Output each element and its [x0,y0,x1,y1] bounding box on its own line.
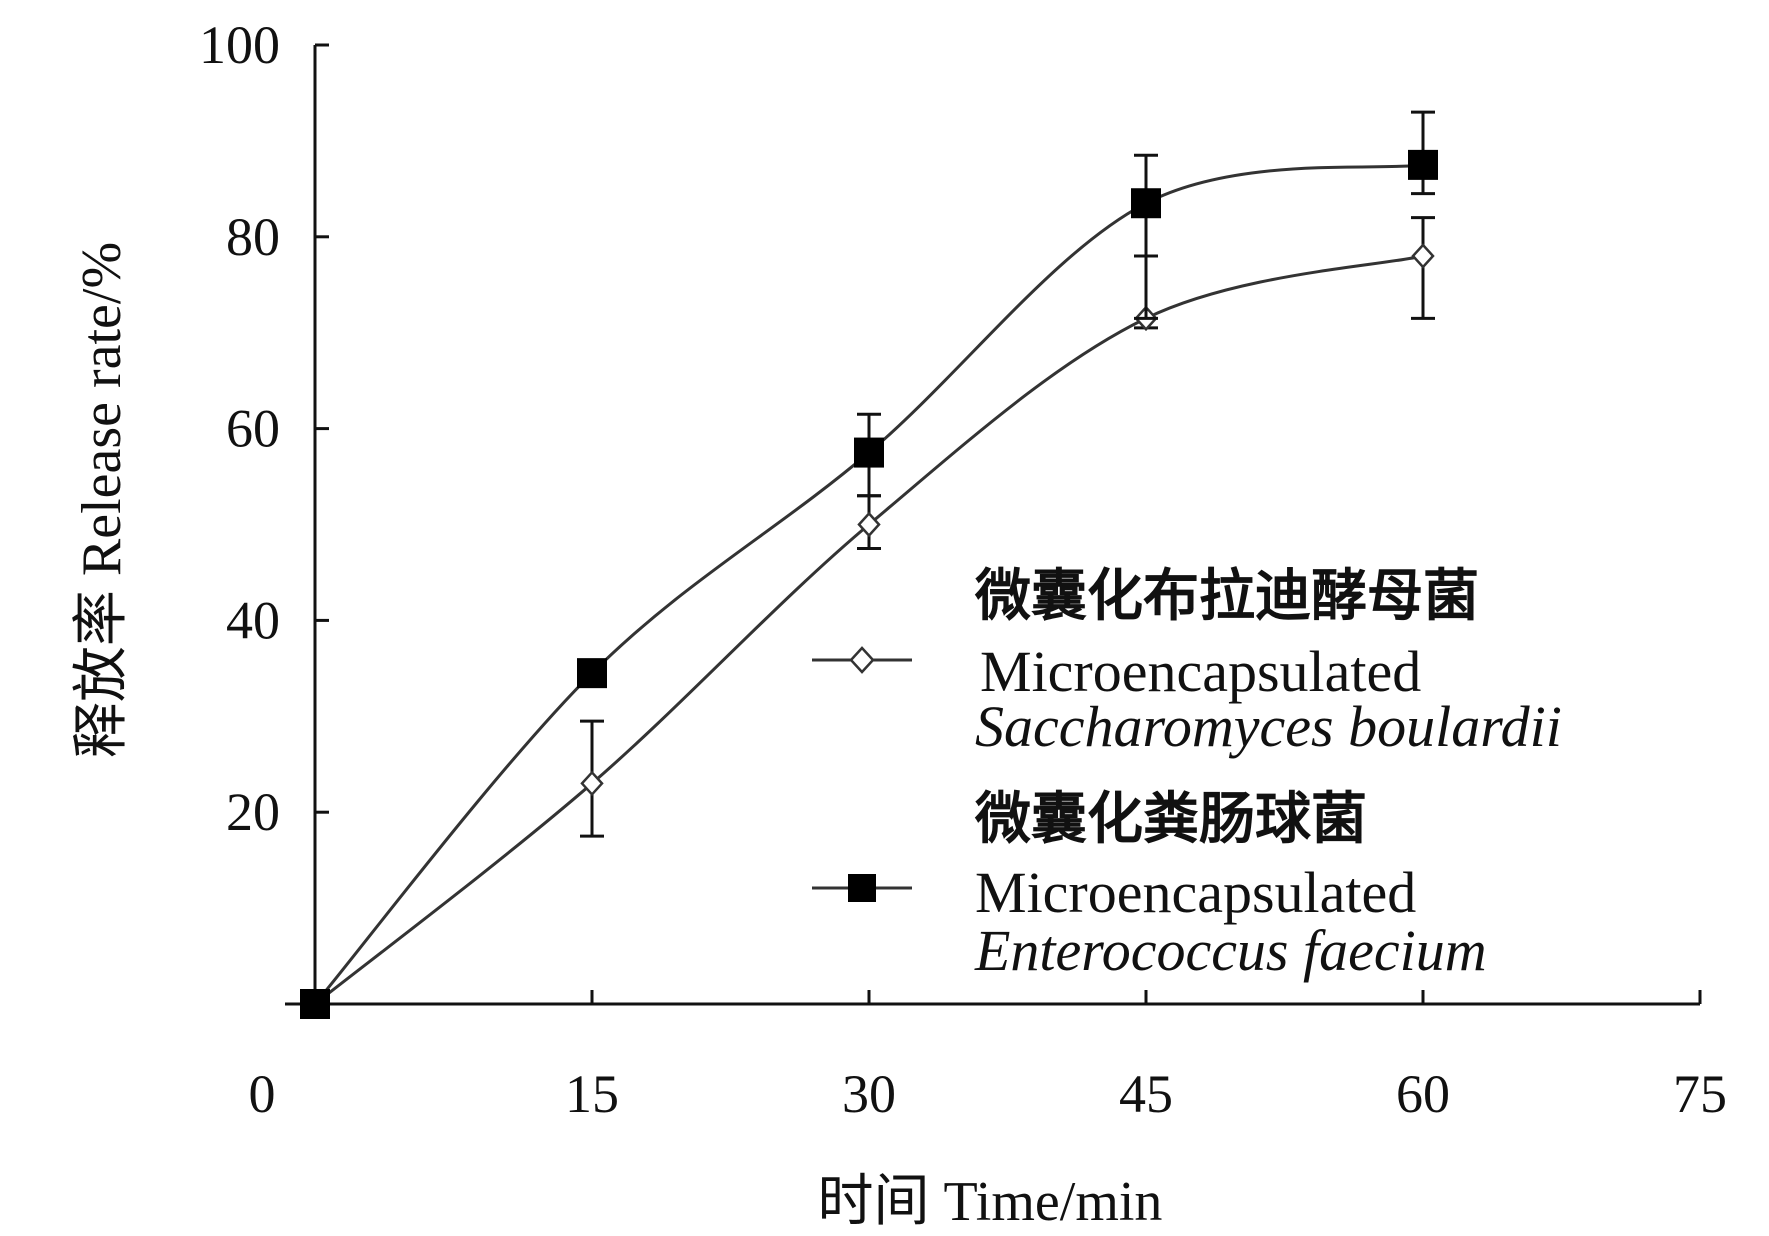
series-2-point [1408,149,1438,180]
y-tick-label: 40 [226,590,280,650]
y-axis-title: 释放率 Release rate/% [71,242,133,758]
x-tick-label: 75 [1673,1064,1727,1124]
legend-series1-name-en2: Saccharomyces boulardii [975,694,1562,759]
series-2-point [854,437,884,468]
axes [285,45,1700,1010]
legend-series1-name-cn: 微囊化布拉迪酵母菌 [974,563,1479,629]
series-2-point [300,989,330,1019]
y-tick-label: 100 [199,15,280,75]
y-tick-label: 80 [226,207,280,267]
x-tick-label: 60 [1396,1064,1450,1124]
tick-labels: 20 40 60 80 100 0 15 30 45 60 75 [199,15,1727,1124]
legend-series2-name-cn: 微囊化粪肠球菌 [974,786,1367,852]
legend-series2-square-icon [848,874,876,902]
y-tick-label: 60 [226,399,280,459]
x-tick-label: 0 [249,1064,276,1124]
y-tick-label: 20 [226,782,280,842]
legend-series1-diamond-icon [849,646,875,674]
x-tick-label: 30 [842,1064,896,1124]
series-1-line [314,254,1424,1006]
legend: 微囊化布拉迪酵母菌 Microencapsulated Saccharomyce… [812,563,1562,983]
series-layer [300,110,1438,1019]
x-tick-label: 15 [565,1064,619,1124]
series-2-point [577,658,607,689]
legend-series2-name-en1: Microencapsulated [975,860,1416,925]
legend-series1-name-en1: Microencapsulated [980,639,1421,704]
series-1-point [580,770,604,797]
series-2 [300,110,1438,1019]
series-1-point [1411,243,1435,269]
x-tick-label: 45 [1119,1064,1173,1124]
series-1-point [857,511,881,538]
legend-series2-name-en2: Enterococcus faecium [974,918,1487,983]
x-axis-title: 时间 Time/min [818,1171,1163,1233]
series-2-point [1131,188,1161,219]
